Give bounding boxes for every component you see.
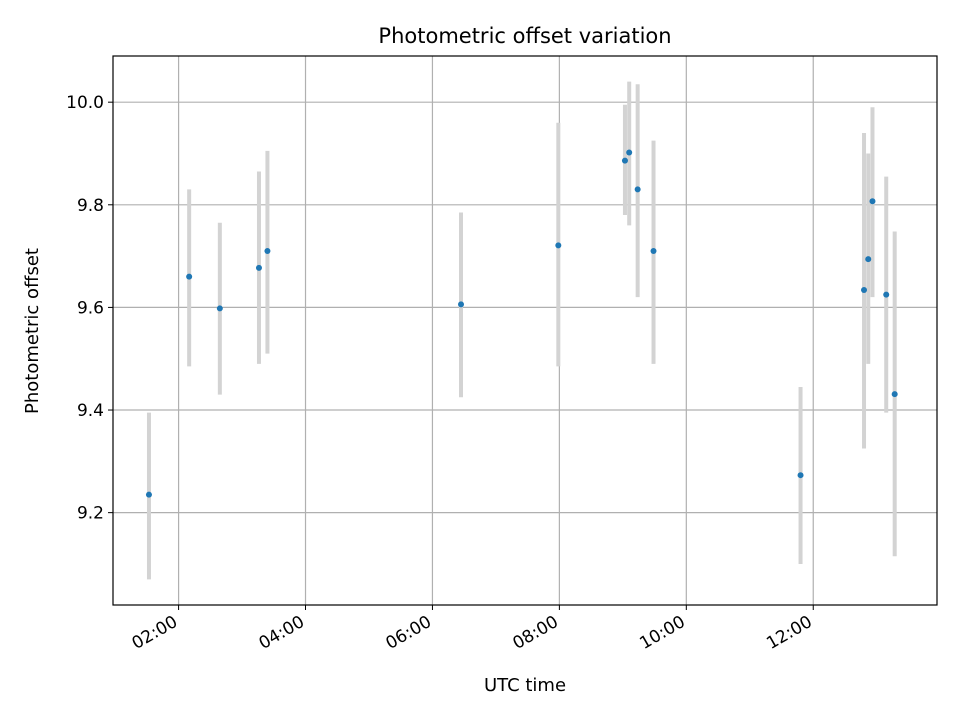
data-point: [883, 291, 890, 298]
y-tick-label: 10.0: [66, 93, 104, 113]
data-point: [626, 149, 633, 156]
data-point: [869, 198, 876, 205]
y-tick-label: 9.2: [77, 504, 104, 524]
point-layer: [145, 149, 898, 498]
data-point: [255, 264, 262, 271]
y-tick-label: 9.8: [77, 196, 104, 216]
data-point: [634, 186, 641, 193]
x-tick-label: 06:00: [383, 612, 435, 654]
grid-layer: [113, 56, 937, 605]
data-point: [861, 286, 868, 293]
x-tick-label: 10:00: [636, 612, 688, 654]
chart-title: Photometric offset variation: [378, 24, 671, 48]
data-point: [186, 273, 193, 280]
x-tick-label: 04:00: [256, 612, 308, 654]
data-point: [621, 157, 628, 164]
data-point: [865, 256, 872, 263]
x-axis-label: UTC time: [484, 675, 566, 696]
data-point: [458, 301, 465, 308]
data-point: [650, 247, 657, 254]
data-point: [216, 305, 223, 312]
plot-frame: [112, 55, 938, 606]
data-point: [555, 242, 562, 249]
data-point: [145, 491, 152, 498]
x-tick-label: 12:00: [763, 612, 815, 654]
data-point: [264, 247, 271, 254]
x-tick-label: 08:00: [509, 612, 561, 654]
data-point: [797, 472, 804, 479]
data-point: [891, 391, 898, 398]
y-tick-label: 9.6: [77, 298, 104, 318]
y-axis-label: Photometric offset: [22, 248, 43, 414]
errorbar-layer: [146, 81, 897, 580]
y-tick-label: 9.4: [77, 401, 104, 421]
x-tick-label: 02:00: [129, 612, 181, 654]
